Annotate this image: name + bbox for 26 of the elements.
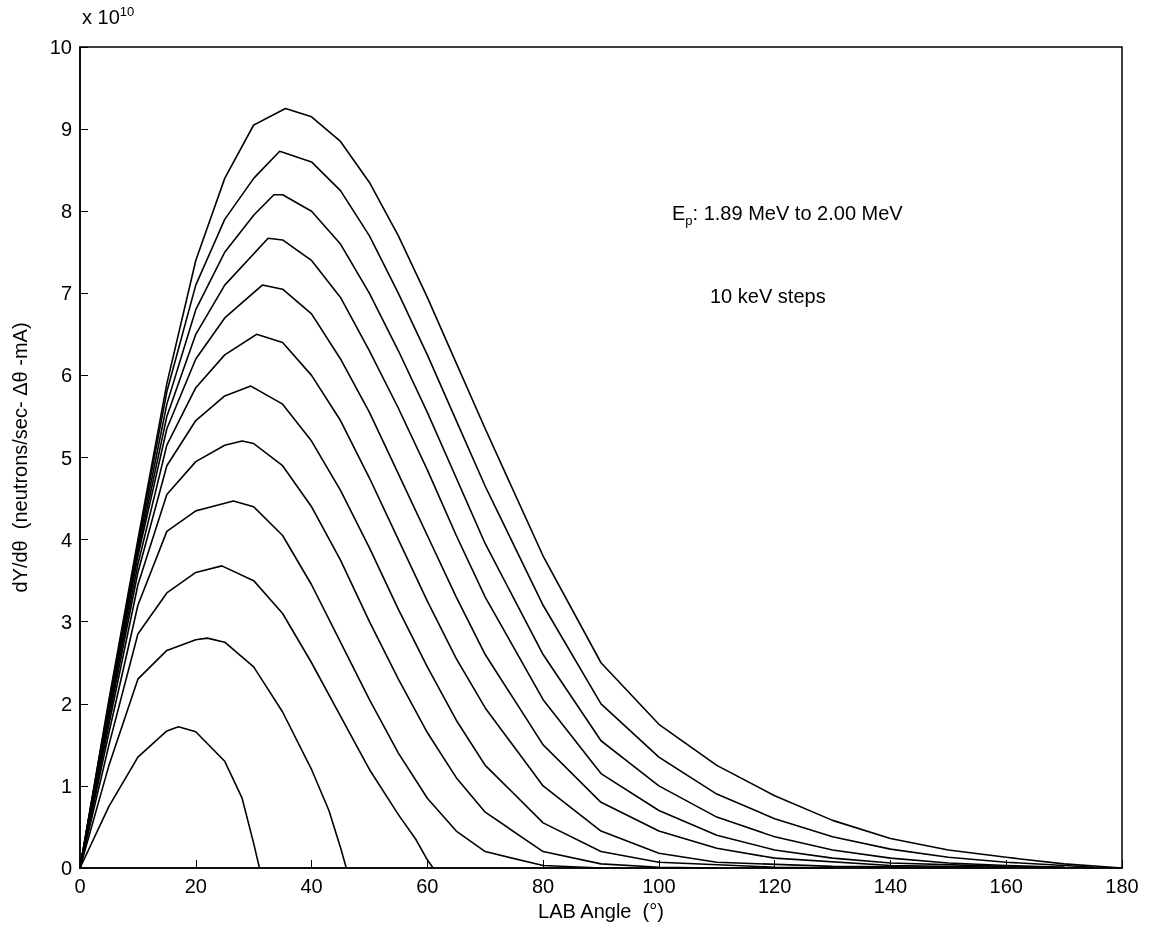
x-tick-label: 140 xyxy=(873,875,908,897)
y-axis-title: dY/dθ (neutrons/sec- Δθ -mA) xyxy=(9,322,31,593)
y-tick-label: 0 xyxy=(60,857,72,879)
y-tick-label: 4 xyxy=(60,528,72,551)
y-tick-label: 9 xyxy=(60,118,72,141)
x-tick-label: 100 xyxy=(642,875,676,897)
x-tick-label: 20 xyxy=(184,875,207,897)
y-tick-label: 10 xyxy=(49,36,72,58)
y-tick-label: 7 xyxy=(60,282,72,305)
y-tick-label: 1 xyxy=(60,774,72,797)
x-axis-title: LAB Angle (°) xyxy=(538,899,664,922)
y-tick-label: 8 xyxy=(60,200,72,223)
y-tick-label: 6 xyxy=(60,364,72,387)
x-tick-label: 180 xyxy=(1105,875,1139,897)
x-tick-label: 0 xyxy=(74,875,86,897)
y-tick-label: 3 xyxy=(60,610,72,633)
x-tick-label: 80 xyxy=(531,875,555,897)
x-tick-label: 120 xyxy=(757,875,792,897)
y-tick-label: 2 xyxy=(60,692,72,715)
x-tick-label: 60 xyxy=(416,875,439,897)
annotation: E$_{p}$: 1.89 MeV to 2.00 MeV xyxy=(672,202,903,228)
text: x 10$^{10}$ xyxy=(82,4,135,29)
annotation: 10 keV steps xyxy=(710,285,826,308)
x-tick-label: 40 xyxy=(300,875,323,897)
y-tick-label: 5 xyxy=(60,446,72,469)
x-tick-label: 160 xyxy=(989,875,1023,897)
